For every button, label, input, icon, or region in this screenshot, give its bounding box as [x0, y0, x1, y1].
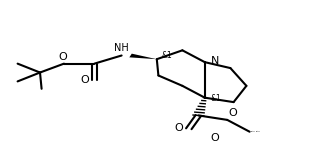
Text: O: O — [210, 133, 219, 143]
Text: methyl: methyl — [251, 130, 256, 132]
Text: methyl: methyl — [256, 131, 261, 132]
Text: O: O — [174, 123, 183, 133]
Text: O: O — [229, 108, 237, 118]
Text: &1: &1 — [162, 51, 172, 60]
Text: O: O — [80, 75, 89, 85]
Polygon shape — [129, 54, 157, 59]
Text: N: N — [211, 56, 219, 66]
Text: O: O — [58, 52, 67, 62]
Text: NH: NH — [114, 42, 129, 53]
Text: &1: &1 — [211, 94, 221, 103]
